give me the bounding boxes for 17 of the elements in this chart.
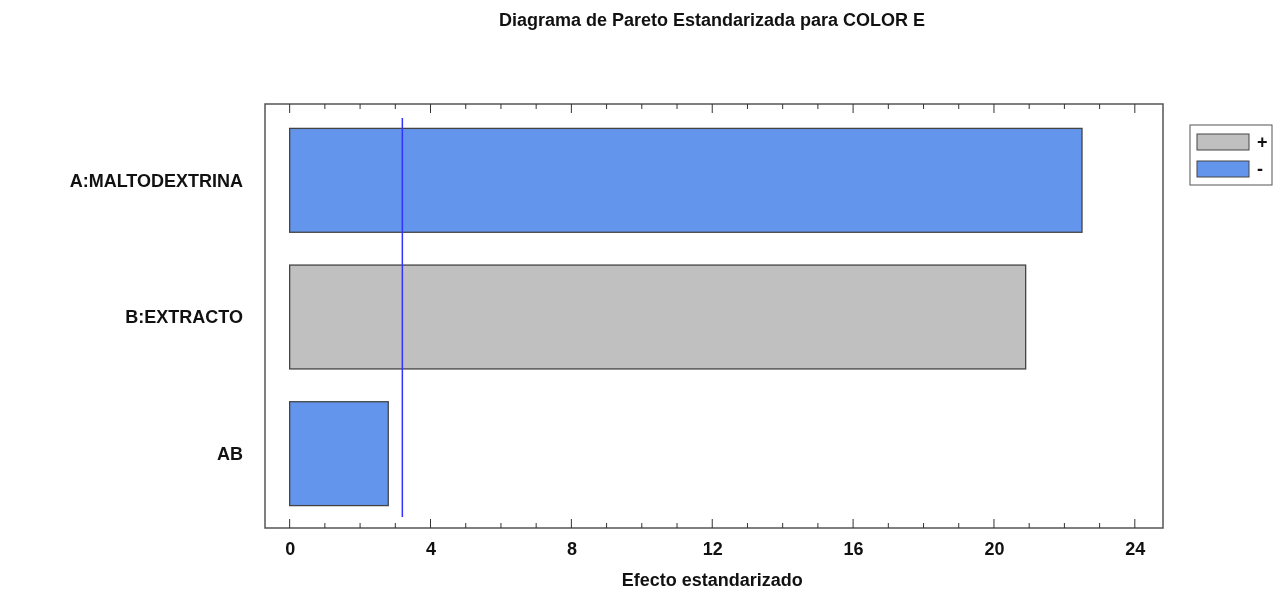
y-tick-label: B:EXTRACTO [125, 307, 243, 328]
x-axis-title: Efecto estandarizado [621, 570, 803, 590]
bar [289, 264, 1027, 370]
x-tick-label: 24 [1125, 538, 1146, 559]
x-tick-label: 12 [702, 538, 723, 559]
x-tick-label: 4 [426, 538, 437, 559]
chart-title: Diagrama de Pareto Estandarizada para COLOR E [498, 10, 926, 30]
bar [289, 401, 389, 507]
bar [289, 127, 1083, 233]
legend-label: - [1257, 159, 1263, 180]
x-tick-label: 8 [566, 538, 577, 559]
x-tick-label: 20 [984, 538, 1005, 559]
y-tick-label: A:MALTODEXTRINA [69, 170, 243, 191]
x-tick-label: 0 [285, 538, 296, 559]
legend-label: + [1257, 132, 1268, 153]
y-tick-label: AB [217, 443, 243, 464]
x-tick-label: 16 [843, 538, 864, 559]
